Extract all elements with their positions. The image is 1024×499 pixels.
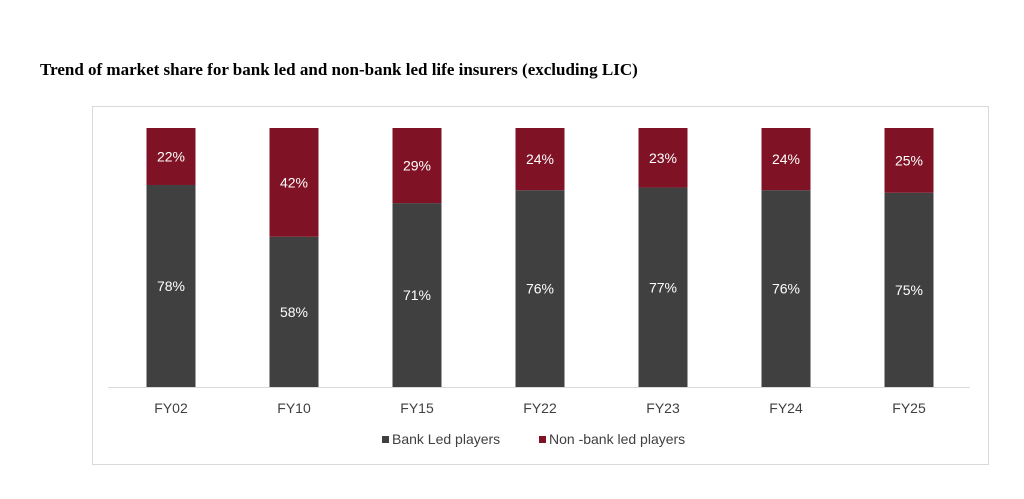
legend-swatch-non-bank-led	[539, 436, 546, 443]
legend-swatch-bank-led	[382, 436, 389, 443]
data-label-bank-led-fy10: 58%	[280, 304, 308, 320]
x-tick-labels: FY02 FY10 FY15 FY22 FY23 FY24 FY25	[154, 400, 926, 416]
x-tick-label: FY22	[523, 400, 557, 416]
data-label-non-bank-led-fy15: 29%	[403, 158, 431, 174]
legend-label-bank-led: Bank Led players	[392, 431, 500, 447]
x-tick-label: FY24	[769, 400, 803, 416]
x-tick-label: FY25	[892, 400, 926, 416]
bar-bank-led-fy15	[392, 203, 442, 387]
data-label-non-bank-led-fy24: 24%	[772, 151, 800, 167]
bar-bank-led-fy02	[146, 184, 196, 387]
data-label-bank-led-fy23: 77%	[649, 279, 677, 295]
bar-non-bank-led-fy25	[884, 128, 934, 193]
bars-group: 78% 22% 58% 42% 71% 29% 76% 24% 77% 23% 76% 24% 75% 2…	[146, 128, 934, 387]
data-label-bank-led-fy02: 78%	[157, 278, 185, 294]
bar-non-bank-led-fy22	[515, 128, 565, 191]
data-label-non-bank-led-fy02: 22%	[157, 148, 185, 164]
bar-non-bank-led-fy23	[638, 128, 688, 188]
x-tick-label: FY23	[646, 400, 680, 416]
bar-bank-led-fy22	[515, 190, 565, 387]
bar-bank-led-fy25	[884, 192, 934, 387]
data-label-bank-led-fy15: 71%	[403, 287, 431, 303]
data-label-bank-led-fy22: 76%	[526, 281, 554, 297]
data-label-non-bank-led-fy25: 25%	[895, 152, 923, 168]
data-label-non-bank-led-fy22: 24%	[526, 151, 554, 167]
bar-non-bank-led-fy15	[392, 128, 442, 204]
bar-non-bank-led-fy10	[269, 128, 319, 237]
data-label-bank-led-fy24: 76%	[772, 281, 800, 297]
x-tick-label: FY15	[400, 400, 434, 416]
bar-non-bank-led-fy24	[761, 128, 811, 191]
chart-area	[92, 106, 989, 465]
x-tick-label: FY02	[154, 400, 188, 416]
data-label-bank-led-fy25: 75%	[895, 282, 923, 298]
x-tick-label: FY10	[277, 400, 311, 416]
bar-bank-led-fy10	[269, 236, 319, 387]
bar-bank-led-fy24	[761, 190, 811, 387]
chart-title: Trend of market share for bank led and n…	[40, 60, 638, 79]
legend-label-non-bank-led: Non -bank led players	[549, 431, 685, 447]
data-label-non-bank-led-fy10: 42%	[280, 174, 308, 190]
data-label-non-bank-led-fy23: 23%	[649, 150, 677, 166]
bar-bank-led-fy23	[638, 187, 688, 387]
legend: Bank Led players Non -bank led players	[382, 431, 685, 447]
bar-non-bank-led-fy02	[146, 128, 196, 185]
